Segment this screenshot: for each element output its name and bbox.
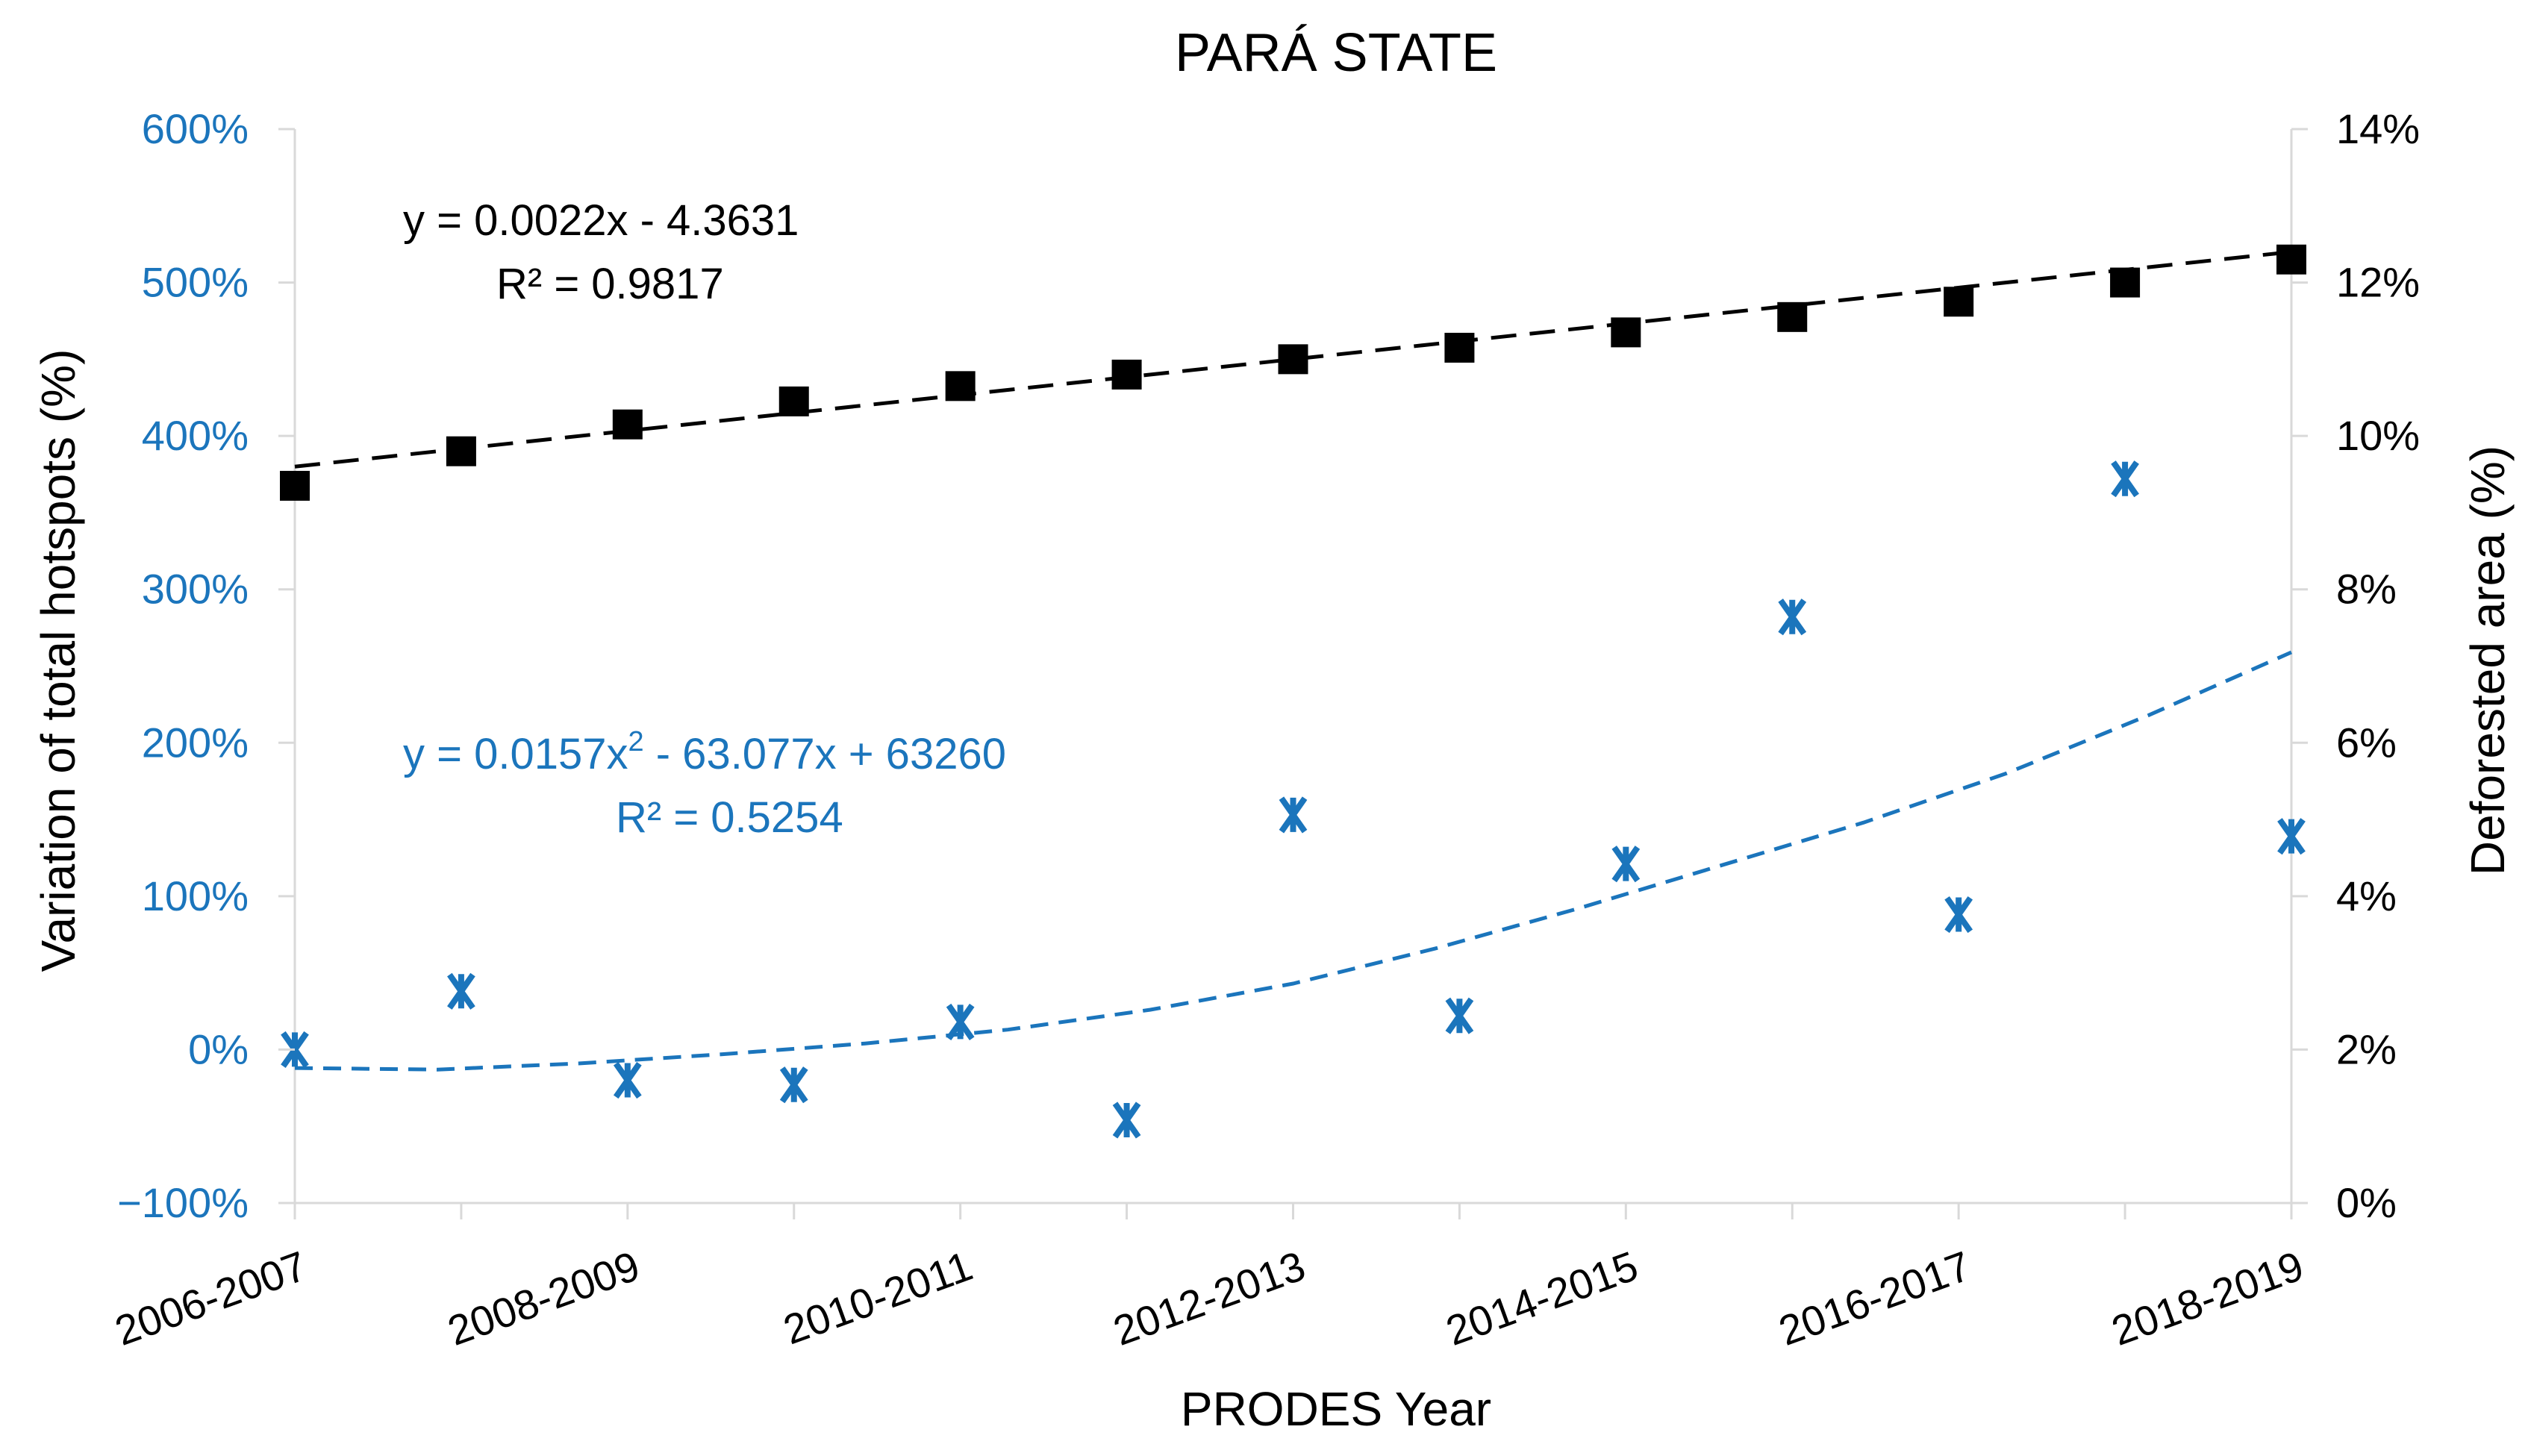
hotspots-point-2010-2011 (946, 1003, 975, 1041)
x-tick-label: 2014-2015 (1440, 1242, 1644, 1355)
left-tick-label: 400% (142, 412, 249, 459)
hotspots-point-2018-2019 (2277, 818, 2306, 855)
x-tick-label: 2016-2017 (1773, 1242, 1976, 1355)
x-tick-label: 2008-2009 (442, 1242, 646, 1355)
hotspots-point-2012-2013 (1279, 796, 1308, 834)
left-tick-label: 500% (142, 259, 249, 306)
left-tick-label: 600% (142, 105, 249, 152)
deforestation-point-2013-2014 (1444, 332, 1475, 363)
hotspots-trendline (294, 650, 2293, 1072)
hotspots-r2-text: R² = 0.5254 (616, 793, 843, 842)
hotspots-point-2007-2008 (447, 972, 475, 1010)
deforestation-point-2017-2018 (2110, 267, 2141, 298)
right-axis-title: Deforested area (%) (2461, 446, 2515, 875)
deforestation-point-2016-2017 (1944, 287, 1974, 317)
deforestation-point-2008-2009 (612, 409, 643, 440)
hotspots-point-2014-2015 (1611, 846, 1641, 883)
hotspots-equation-text: y = 0.0157x2 - 63.077x + 63260 (403, 726, 1006, 778)
deforestation-point-2011-2012 (1111, 359, 1142, 390)
deforestation-point-2007-2008 (446, 436, 476, 466)
right-tick-label: 0% (2336, 1179, 2397, 1226)
hotspots-point-2015-2016 (1778, 599, 1807, 636)
x-tick-label: 2018-2019 (2106, 1242, 2309, 1355)
deforestation-point-2006-2007 (280, 470, 310, 501)
deforestation-point-2018-2019 (2276, 244, 2306, 275)
hotspots-equation-head: y = 0.0157x (403, 730, 628, 778)
chart-title: PARÁ STATE (1175, 23, 1497, 83)
x-tick-label: 2012-2013 (1107, 1242, 1311, 1355)
hotspots-point-2008-2009 (613, 1061, 642, 1099)
x-axis-title: PRODES Year (1181, 1382, 1491, 1436)
deforestation-point-2014-2015 (1611, 317, 1641, 348)
deforestation-trend-equation: y = 0.0022x - 4.3631 R² = 0.9817 (403, 196, 799, 308)
hotspots-equation-tail: - 63.077x + 63260 (644, 730, 1006, 778)
deforestation-point-2010-2011 (945, 371, 976, 402)
hotspots-point-2017-2018 (2111, 460, 2139, 498)
hotspots-point-2013-2014 (1445, 997, 1474, 1034)
right-tick-label: 14% (2336, 105, 2420, 152)
x-tick-label: 2010-2011 (777, 1242, 978, 1353)
right-tick-label: 2% (2336, 1025, 2397, 1072)
deforestation-point-2015-2016 (1777, 301, 1808, 332)
right-tick-label: 4% (2336, 872, 2397, 919)
left-tick-label: 100% (142, 872, 249, 919)
right-tick-label: 12% (2336, 259, 2420, 306)
hotspots-point-2009-2010 (779, 1066, 808, 1104)
hotspots-point-2011-2012 (1112, 1102, 1141, 1139)
left-tick-label: 300% (142, 566, 249, 613)
deforestation-point-2009-2010 (778, 386, 809, 416)
left-tick-label: 200% (142, 719, 249, 766)
hotspots-point-2016-2017 (1944, 896, 1973, 934)
left-tick-label: 0% (188, 1025, 249, 1072)
hotspots-equation-superscript: 2 (628, 726, 644, 757)
data-markers (280, 244, 2306, 1139)
right-tick-label: 10% (2336, 412, 2420, 459)
deforestation-r2-text: R² = 0.9817 (496, 260, 724, 308)
left-tick-label: −100% (117, 1179, 249, 1226)
right-tick-label: 8% (2336, 566, 2397, 613)
hotspots-trend-equation: y = 0.0157x2 - 63.077x + 63260 R² = 0.52… (403, 726, 1006, 842)
x-tick-label: 2006-2007 (109, 1242, 313, 1355)
left-axis-title: Variation of total hotspots (%) (31, 349, 85, 972)
deforestation-equation-text: y = 0.0022x - 4.3631 (403, 196, 799, 245)
trend-lines (294, 249, 2293, 1072)
deforestation-point-2012-2013 (1278, 344, 1308, 375)
right-tick-label: 6% (2336, 719, 2397, 766)
